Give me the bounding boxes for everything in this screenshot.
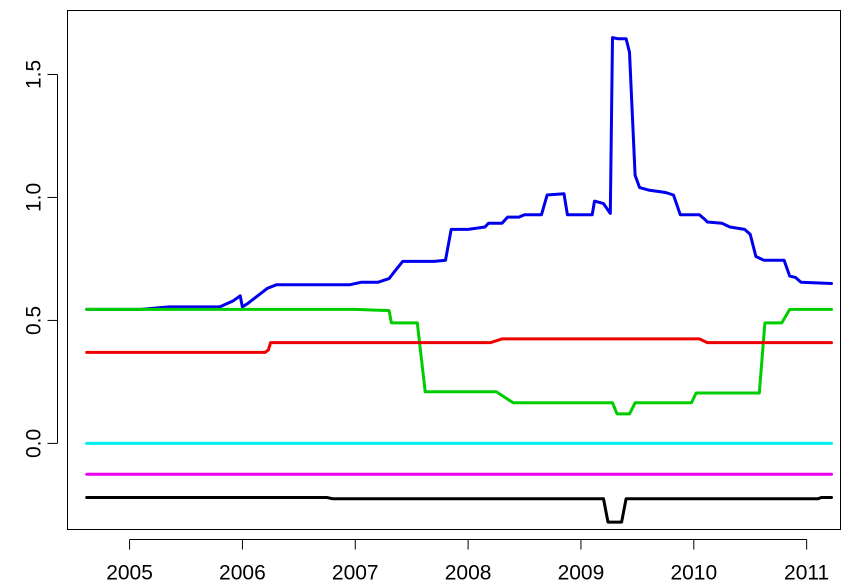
x-tick-label: 2008 xyxy=(445,562,492,585)
y-tick-label: 0.5 xyxy=(23,306,46,335)
y-axis: 0.0 0.5 1.0 1.5 xyxy=(23,60,58,458)
x-tick-label: 2009 xyxy=(558,562,605,585)
x-tick-label: 2006 xyxy=(219,562,266,585)
x-tick-label: 2011 xyxy=(784,562,829,585)
series-line-1 xyxy=(85,36,833,311)
series-line-3 xyxy=(85,337,833,354)
y-tick-label: 0.0 xyxy=(23,429,46,458)
series-line-6 xyxy=(85,496,833,524)
x-tick-label: 2005 xyxy=(106,562,153,585)
series-line-2 xyxy=(85,307,833,416)
y-tick-label: 1.5 xyxy=(23,60,46,89)
x-tick-label: 2007 xyxy=(332,562,379,585)
x-axis: 2005 2006 2007 2008 2009 2010 2011 xyxy=(106,539,829,585)
plot-border xyxy=(67,10,841,530)
x-tick-label: 2010 xyxy=(670,562,717,585)
y-tick-label: 1.0 xyxy=(23,183,46,212)
series-layer xyxy=(85,36,833,524)
